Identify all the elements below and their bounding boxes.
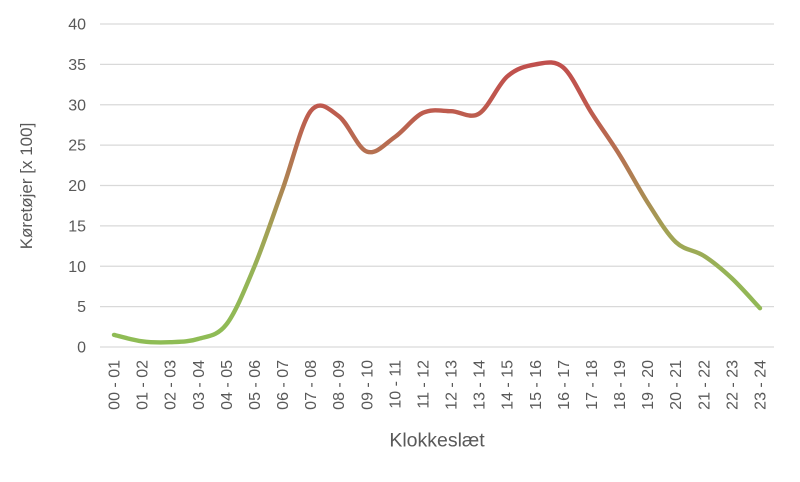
x-tick-label-14: 14 - 15	[500, 360, 517, 410]
x-tick-label-17: 17 - 18	[584, 360, 601, 410]
y-tick-label-20: 20	[68, 178, 86, 195]
y-tick-label-0: 0	[77, 340, 86, 357]
x-tick-label-7: 07 - 08	[303, 360, 320, 410]
x-tick-label-19: 19 - 20	[640, 360, 657, 410]
x-tick-label-5: 05 - 06	[247, 360, 264, 410]
x-axis-title: Klokkeslæt	[389, 429, 485, 452]
x-tick-label-11: 11 - 12	[415, 360, 432, 409]
y-axis-title: Køretøjer [x 100]	[17, 122, 36, 250]
x-tick-label-1: 01 - 02	[135, 360, 152, 410]
x-tick-label-9: 09 - 10	[359, 360, 376, 410]
x-tick-label-15: 15 - 16	[528, 360, 545, 410]
x-tick-label-8: 08 - 09	[331, 360, 348, 410]
x-tick-label-6: 06 - 07	[275, 360, 292, 410]
y-tick-label-30: 30	[68, 97, 86, 114]
y-tick-label-35: 35	[68, 57, 86, 74]
x-tick-label-18: 18 - 19	[612, 360, 629, 410]
x-tick-label-13: 13 - 14	[472, 360, 489, 410]
x-tick-label-12: 12 - 13	[444, 360, 461, 410]
x-tick-label-16: 16 - 17	[556, 360, 573, 410]
y-tick-label-25: 25	[68, 138, 86, 155]
y-tick-label-15: 15	[68, 218, 86, 235]
x-tick-label-2: 02 - 03	[163, 360, 180, 410]
x-tick-label-0: 00 - 01	[107, 360, 124, 410]
y-tick-label-5: 5	[77, 299, 86, 316]
x-tick-label-3: 03 - 04	[191, 360, 208, 410]
y-tick-label-10: 10	[68, 259, 86, 276]
x-tick-label-21: 21 - 22	[696, 360, 713, 410]
x-tick-label-4: 04 - 05	[219, 360, 236, 410]
x-tick-label-10: 10 - 11	[387, 360, 404, 409]
x-tick-label-22: 22 - 23	[724, 360, 741, 410]
traffic-curve	[111, 60, 763, 345]
y-tick-label-40: 40	[68, 17, 86, 34]
x-tick-label-20: 20 - 21	[668, 360, 685, 410]
x-tick-label-23: 23 - 24	[752, 360, 769, 410]
